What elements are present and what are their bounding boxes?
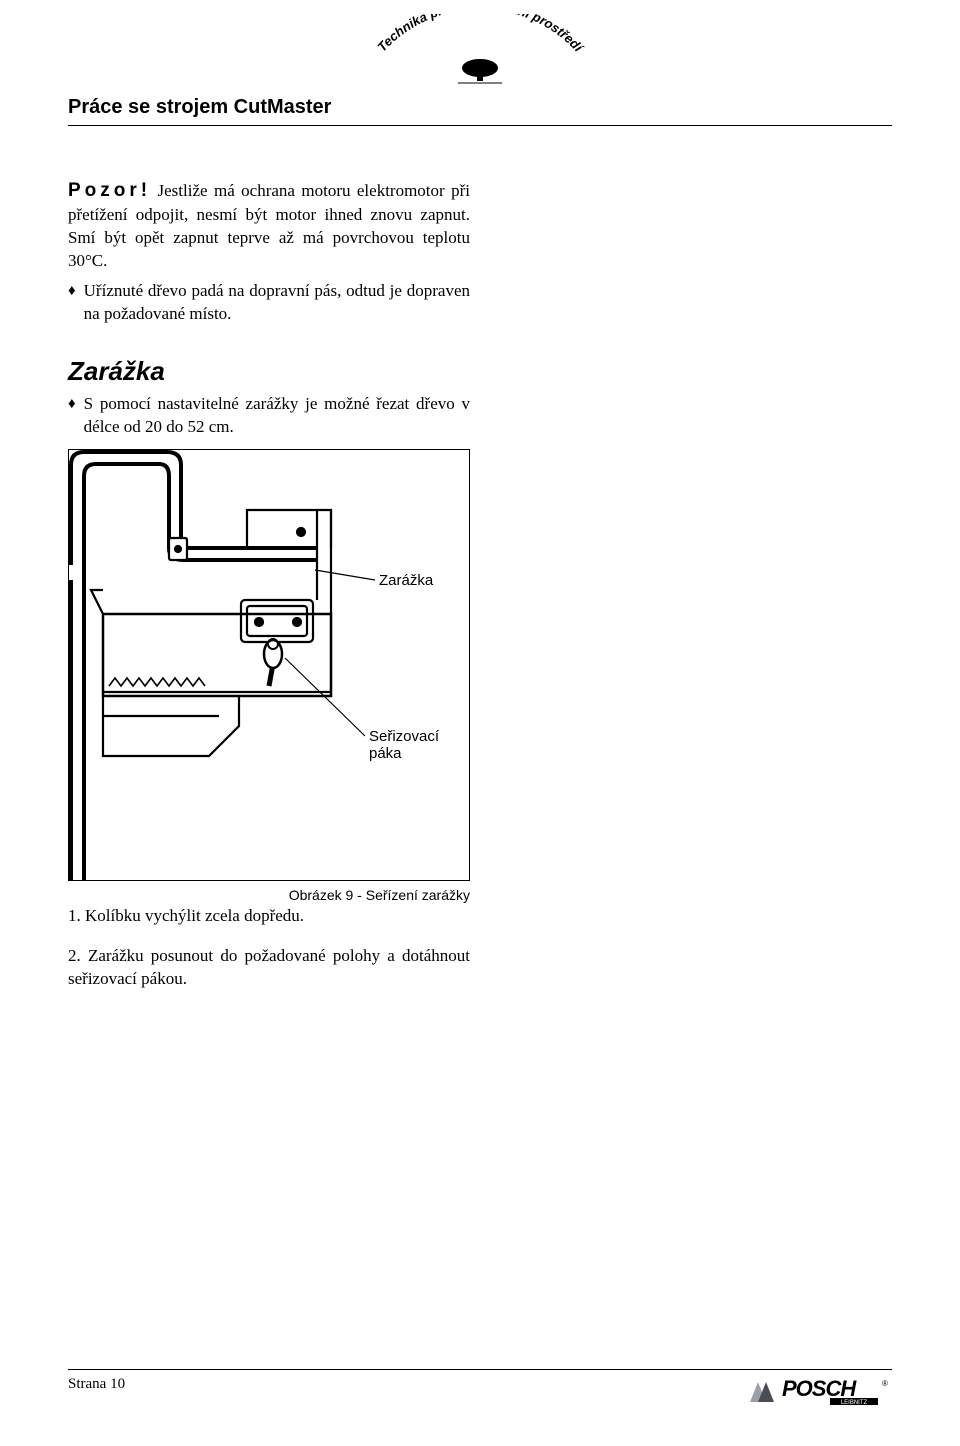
- svg-text:Technika pro naše životní pros: Technika pro naše životní prostředí: [374, 14, 587, 56]
- page-number: Strana 10: [68, 1376, 125, 1393]
- figure-caption: Obrázek 9 - Seřízení zarážky: [68, 887, 470, 903]
- figure-drawing: [69, 450, 469, 880]
- logo-sub: LEIBNITZ: [841, 1400, 868, 1406]
- left-column: Pozor! Jestliže má ochrana motoru elektr…: [68, 178, 470, 991]
- bullet-2-text: S pomocí nastavitelné zarážky je možné ř…: [84, 393, 470, 439]
- tree-icon: [450, 56, 510, 86]
- logo-text: POSCH: [782, 1376, 857, 1401]
- figure-9: Zarážka Seřizovací páka: [68, 449, 470, 881]
- diamond-icon: ♦: [68, 280, 76, 303]
- arc-text: Technika pro naše životní prostředí: [374, 14, 587, 56]
- step-2-text: Zarážku posunout do požadované polohy a …: [68, 946, 470, 988]
- pozor-paragraph: Pozor! Jestliže má ochrana motoru elektr…: [68, 178, 470, 272]
- page-footer: Strana 10 POSCH LEIBNITZ ®: [68, 1369, 892, 1406]
- pozor-label: Pozor!: [68, 180, 151, 201]
- callout-zarazka: Zarážka: [379, 572, 433, 589]
- section-title: Práce se strojem CutMaster: [68, 96, 892, 126]
- posch-logo-icon: POSCH LEIBNITZ ®: [782, 1376, 892, 1406]
- subheading-zarazka: Zarážka: [68, 356, 470, 387]
- triangle-logo-icon: [748, 1378, 776, 1404]
- step-1-text: Kolíbku vychýlit zcela dopředu.: [85, 906, 304, 925]
- step-1: 1. Kolíbku vychýlit zcela dopředu.: [68, 905, 470, 928]
- step-2: 2. Zarážku posunout do požadované polohy…: [68, 945, 470, 991]
- svg-text:®: ®: [882, 1379, 888, 1388]
- footer-logo: POSCH LEIBNITZ ®: [748, 1376, 892, 1406]
- callout-lever: Seřizovací páka: [369, 728, 469, 762]
- header-arc: Technika pro naše životní prostředí: [0, 14, 960, 86]
- bullet-1-text: Uříznuté dřevo padá na dopravní pás, odt…: [84, 280, 470, 326]
- bullet-2: ♦ S pomocí nastavitelné zarážky je možné…: [68, 393, 470, 439]
- diamond-icon: ♦: [68, 393, 76, 416]
- bullet-1: ♦ Uříznuté dřevo padá na dopravní pás, o…: [68, 280, 470, 326]
